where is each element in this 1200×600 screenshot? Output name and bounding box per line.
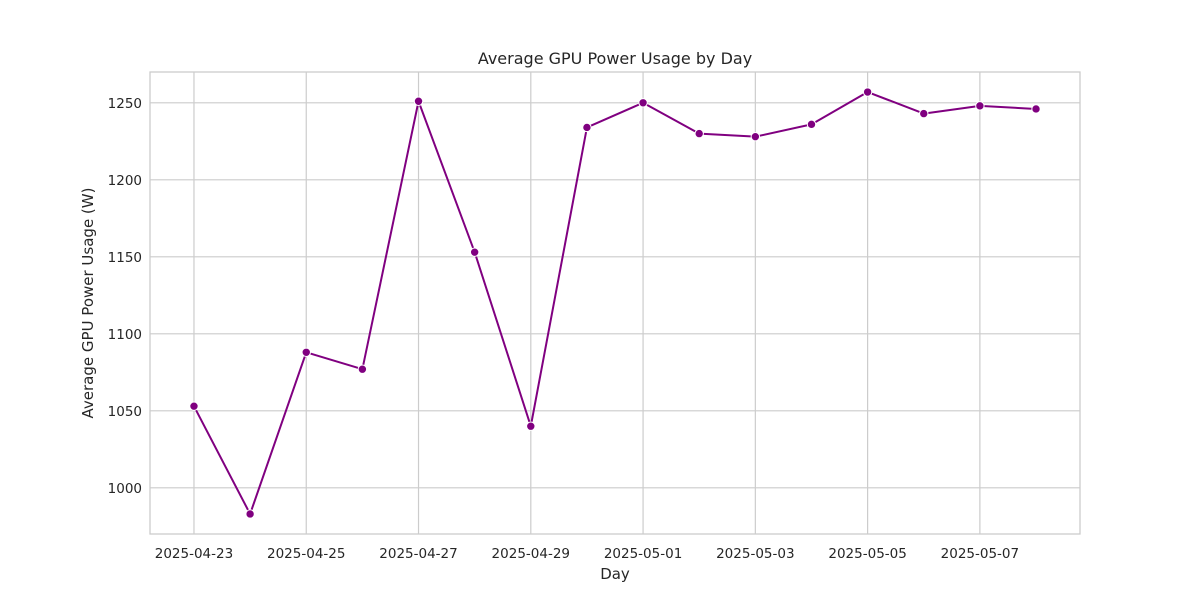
series-gpu-power [189,87,1041,519]
x-tick-label: 2025-04-27 [379,546,457,562]
x-tick-label: 2025-04-25 [267,546,345,562]
data-point [357,364,368,374]
x-tick-label: 2025-05-05 [828,546,906,562]
y-tick-label: 1050 [108,404,142,420]
x-axis-label: Day [600,565,630,583]
data-point [582,122,592,133]
data-point [638,98,648,108]
x-tick-labels: 2025-04-23 2025-04-25 2025-04-27 2025-04-29… [155,546,1019,562]
data-point [1031,104,1041,114]
data-point [245,509,255,519]
y-axis-label: Average GPU Power Usage (W) [79,188,97,419]
plot-frame [149,71,1081,535]
y-tick-label: 1000 [108,481,142,497]
y-tick-label: 1150 [108,250,142,266]
y-tick-label: 1100 [108,327,142,343]
chart-title: Average GPU Power Usage by Day [478,49,752,68]
y-tick-label: 1250 [108,96,142,112]
data-point [189,401,199,411]
data-point [301,347,311,357]
x-tick-label: 2025-05-03 [716,546,794,562]
data-point [413,96,424,106]
series-line [193,91,1037,515]
data-point [526,421,536,431]
x-tick-label: 2025-05-07 [941,546,1019,562]
data-point [469,247,480,257]
data-point [862,87,873,97]
grid-lines [150,72,1080,534]
x-tick-label: 2025-05-01 [604,546,682,562]
data-point [694,128,704,139]
data-point [750,131,761,142]
data-point [806,119,817,130]
data-point [919,108,929,119]
y-tick-labels: 1000 1050 1100 1150 1200 1250 [108,96,142,497]
x-tick-label: 2025-04-29 [492,546,570,562]
y-tick-label: 1200 [108,173,142,189]
x-tick-label: 2025-04-23 [155,546,233,562]
data-point [975,101,985,111]
